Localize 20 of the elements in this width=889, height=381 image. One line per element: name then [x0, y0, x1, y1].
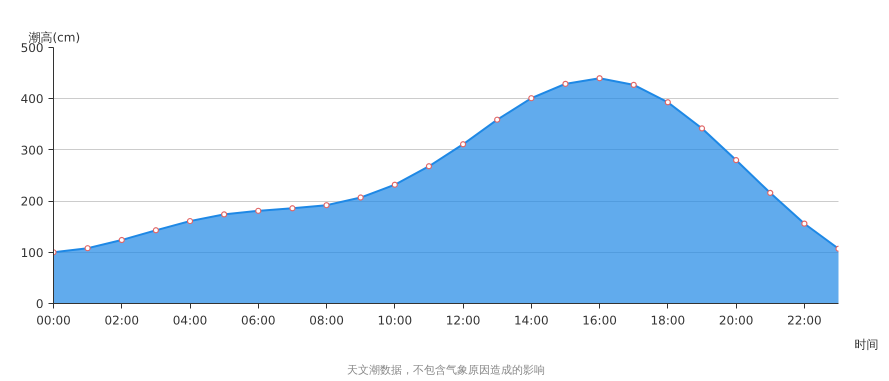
x-tick-label: 18:00 — [650, 314, 686, 328]
x-tick-label: 04:00 — [172, 314, 208, 328]
text: 天文潮数据，不包含气象原因造成的影响 — [347, 364, 545, 376]
x-tick-label: 10:00 — [378, 314, 412, 328]
y-tick-label: 400 — [20, 92, 44, 106]
x-tick-label: 08:00 — [309, 314, 344, 328]
x-tick-label: 14:00 — [514, 314, 549, 328]
x-tick-label: 12:00 — [446, 314, 480, 328]
x-tick-label: 22:00 — [787, 314, 822, 328]
x-tick-label: 00:00 — [36, 314, 71, 328]
y-tick-label: 0 — [36, 297, 44, 311]
x-tick-label: 02:00 — [104, 314, 140, 328]
x-tick-label: 20:00 — [718, 314, 754, 328]
x-axis-title: 时间 — [854, 338, 878, 352]
y-axis-title: 潮高(cm) — [28, 30, 80, 44]
y-tick-label: 100 — [20, 246, 44, 260]
x-tick-label: 06:00 — [240, 314, 276, 328]
y-tick-label: 200 — [20, 194, 44, 209]
y-tick-label: 300 — [20, 143, 44, 158]
x-tick-label: 16:00 — [582, 314, 617, 328]
